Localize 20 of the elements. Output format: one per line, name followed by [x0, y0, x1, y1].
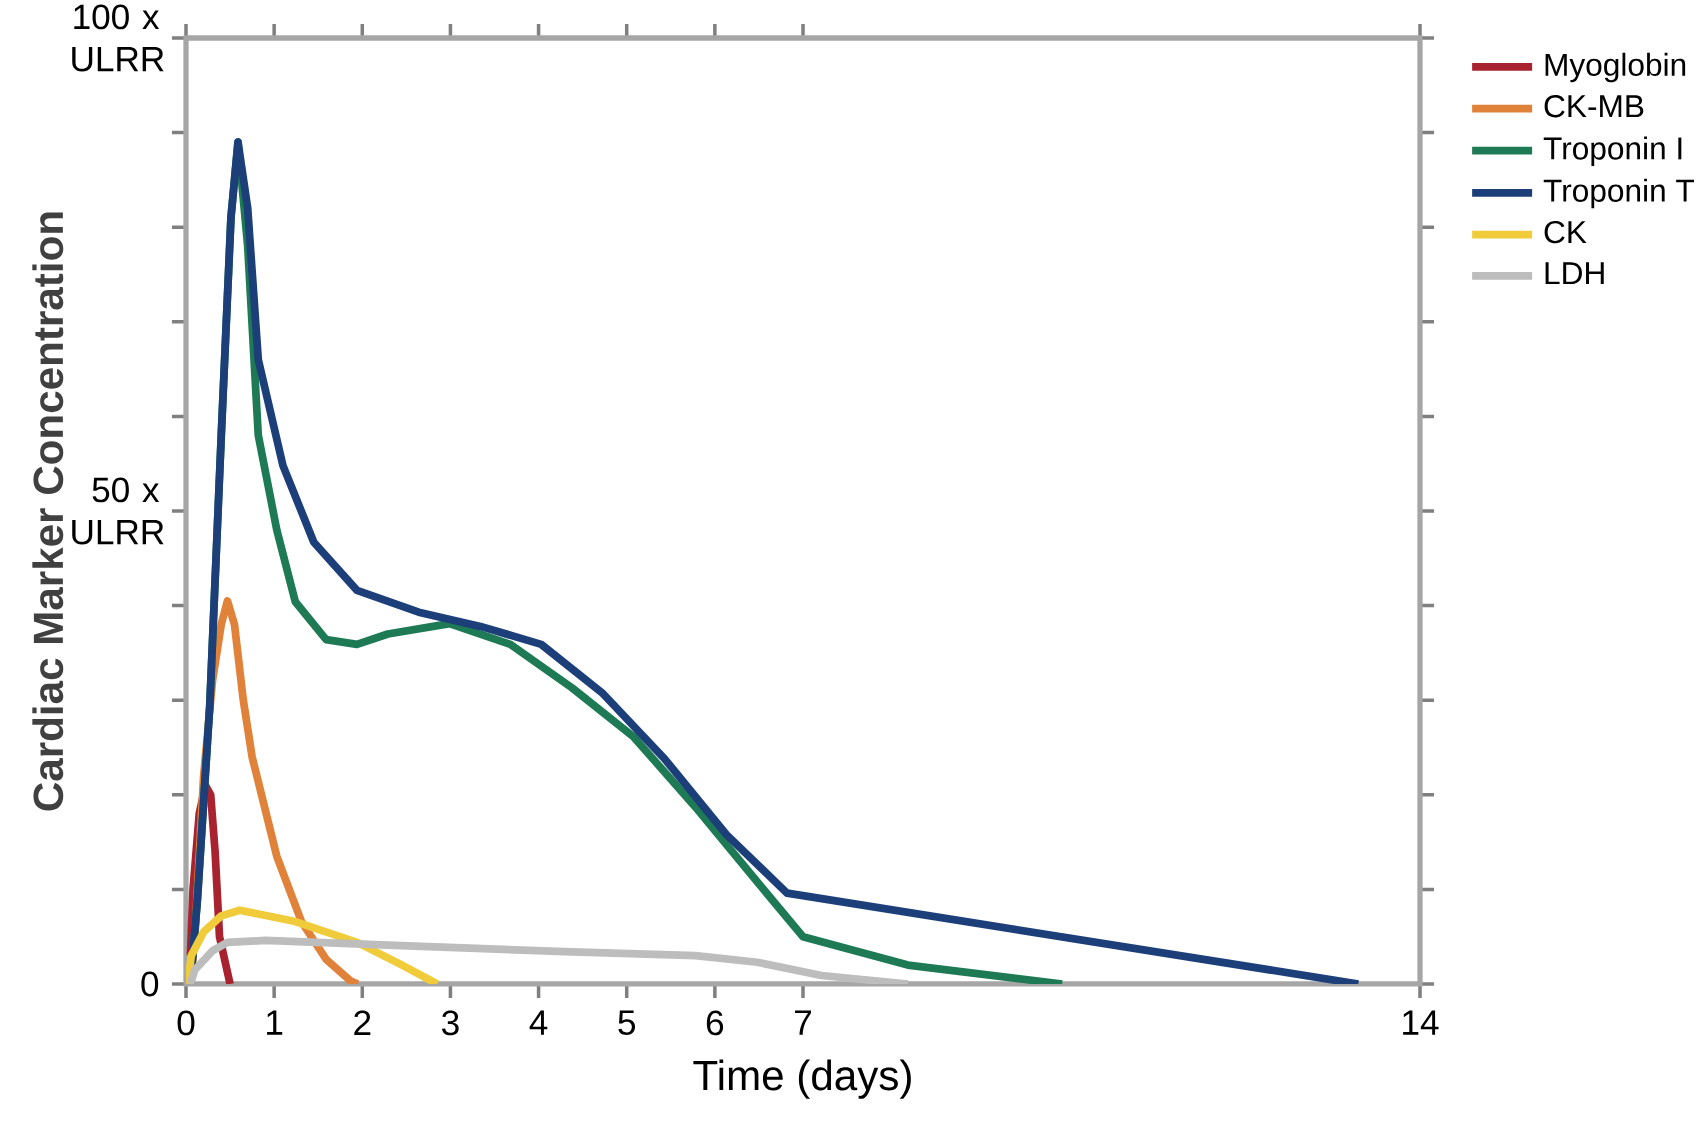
- x-tick-label: 1: [267, 1010, 283, 1035]
- x-tick-label: 7: [795, 1010, 812, 1035]
- x-tick-label: 4: [529, 1010, 548, 1035]
- legend-label: Myoglobin: [1545, 52, 1686, 83]
- y-tick-label: 50 x ULRR: [72, 477, 164, 545]
- y-tick-label: 100 x ULRR: [72, 4, 164, 72]
- legend-label: LDH: [1545, 262, 1604, 285]
- x-tick-label: 5: [618, 1010, 636, 1035]
- x-tick-label: 14: [1403, 1010, 1439, 1035]
- x-tick-label: 6: [706, 1010, 724, 1036]
- y-tick-label: 0: [141, 971, 159, 997]
- legend-label: CK: [1544, 220, 1587, 244]
- legend-label: Troponin I: [1543, 136, 1682, 166]
- x-axis-title: Time (days): [693, 1059, 911, 1099]
- x-tick-label: 2: [354, 1010, 371, 1036]
- legend-label: Troponin T: [1543, 178, 1695, 209]
- x-tick-label: 0: [177, 1010, 195, 1036]
- x-tick-label: 3: [441, 1010, 459, 1036]
- y-axis-title: Cardiac Marker Concentration: [32, 212, 64, 811]
- legend-label: CK-MB: [1544, 95, 1644, 118]
